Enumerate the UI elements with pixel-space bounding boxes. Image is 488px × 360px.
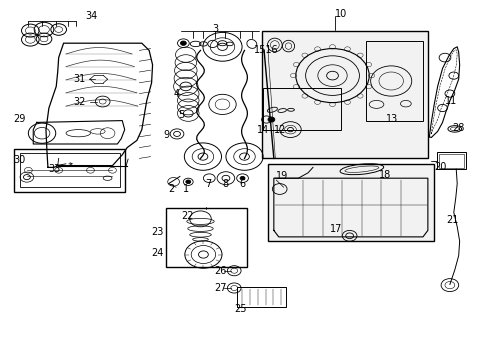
Bar bbox=[261, 31, 427, 158]
Text: 32: 32 bbox=[73, 96, 85, 107]
Bar bbox=[438, 154, 463, 168]
Text: 28: 28 bbox=[451, 123, 464, 133]
Text: 25: 25 bbox=[234, 304, 247, 314]
Text: 29: 29 bbox=[13, 114, 25, 124]
Circle shape bbox=[180, 41, 186, 45]
Text: 8: 8 bbox=[222, 179, 228, 189]
Text: 34: 34 bbox=[85, 11, 98, 21]
Text: 10: 10 bbox=[334, 9, 346, 19]
Bar bbox=[436, 152, 465, 169]
Text: 19: 19 bbox=[276, 171, 288, 181]
Circle shape bbox=[185, 180, 190, 184]
Circle shape bbox=[267, 117, 274, 122]
Text: 4: 4 bbox=[173, 89, 180, 99]
Text: 33: 33 bbox=[48, 164, 60, 174]
Bar bbox=[20, 153, 120, 187]
Bar bbox=[14, 149, 125, 192]
Bar bbox=[263, 88, 341, 130]
Bar bbox=[365, 41, 423, 121]
Text: 11: 11 bbox=[444, 96, 456, 106]
Text: 9: 9 bbox=[163, 130, 170, 140]
Text: 13: 13 bbox=[386, 114, 398, 124]
Text: 21: 21 bbox=[445, 215, 457, 225]
Text: 27: 27 bbox=[214, 283, 226, 293]
Bar bbox=[166, 208, 246, 267]
Text: 30: 30 bbox=[13, 155, 25, 165]
Text: 2: 2 bbox=[168, 184, 175, 194]
Text: 26: 26 bbox=[214, 266, 226, 276]
Text: 14: 14 bbox=[256, 125, 268, 135]
Text: 1: 1 bbox=[183, 184, 189, 194]
Text: 23: 23 bbox=[151, 227, 163, 237]
Text: 18: 18 bbox=[378, 170, 390, 180]
Text: 5: 5 bbox=[178, 110, 184, 120]
Circle shape bbox=[240, 176, 244, 180]
Text: 7: 7 bbox=[205, 179, 211, 189]
Text: 17: 17 bbox=[329, 224, 342, 234]
Text: 1516: 1516 bbox=[254, 45, 278, 55]
Text: 12: 12 bbox=[273, 125, 285, 135]
Text: 20: 20 bbox=[433, 162, 446, 172]
Bar bbox=[267, 164, 433, 241]
Text: 22: 22 bbox=[181, 211, 193, 221]
Text: 3: 3 bbox=[212, 24, 219, 34]
Text: 6: 6 bbox=[239, 179, 245, 189]
Text: 24: 24 bbox=[151, 248, 163, 258]
Text: 31: 31 bbox=[73, 74, 85, 84]
